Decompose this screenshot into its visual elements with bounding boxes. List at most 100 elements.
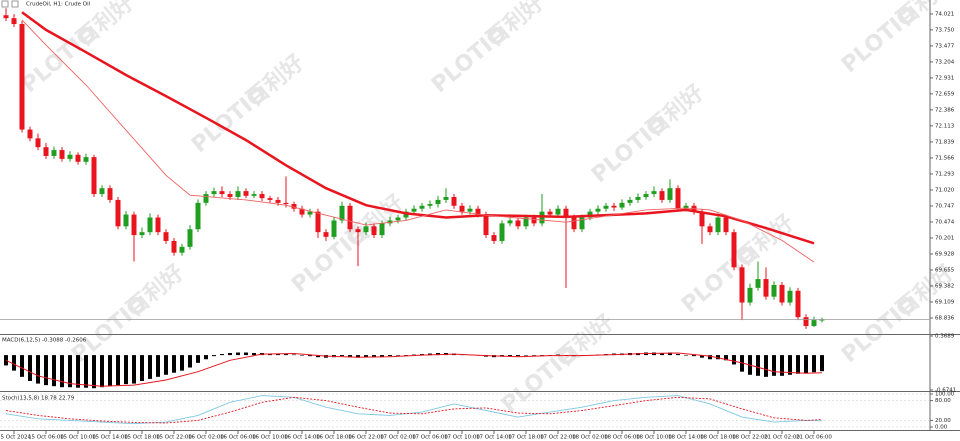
macd-bar xyxy=(44,355,48,386)
y-tick-label: 68.836 xyxy=(935,315,955,321)
candle-body xyxy=(19,24,25,130)
watermark-chinese: 百利好 xyxy=(732,209,799,271)
candle-body xyxy=(507,220,513,224)
candle-body xyxy=(179,246,185,253)
candle-body xyxy=(35,138,41,148)
macd-bar xyxy=(236,352,240,356)
y-tick-label: -0.6741 xyxy=(935,388,956,394)
macd-bar xyxy=(276,354,280,356)
candle-body xyxy=(275,199,281,203)
signal-line xyxy=(5,352,823,387)
candle-body xyxy=(819,319,825,321)
macd-bar xyxy=(188,355,192,368)
macd-bar xyxy=(84,355,88,388)
macd-bar xyxy=(292,354,296,356)
macd-bar xyxy=(660,353,664,356)
macd-bar xyxy=(396,355,400,356)
macd-bar xyxy=(820,355,824,372)
x-tick-label: 17 Oct 22:00 xyxy=(540,435,576,441)
candle-body xyxy=(163,232,169,241)
y-tick-label: 71.020 xyxy=(935,187,955,193)
x-tick-label: 17 Oct 06:00 xyxy=(412,435,448,441)
candle-body xyxy=(475,208,481,215)
macd-bar xyxy=(428,353,432,356)
watermark-chinese: 百利好 xyxy=(242,49,309,111)
candle-body xyxy=(83,157,89,162)
macd-bar xyxy=(76,355,80,388)
candle-body xyxy=(171,240,177,253)
macd-bar xyxy=(68,355,72,388)
candle-body xyxy=(147,217,153,233)
candle-body xyxy=(723,217,729,233)
y-tick-label: 72.931 xyxy=(935,75,954,81)
x-tick-label: 16 Oct 02:00 xyxy=(188,435,224,441)
y-tick-label: 80.00 xyxy=(935,398,951,404)
macd-bar xyxy=(788,355,792,375)
y-tick-label: 71.839 xyxy=(935,139,955,145)
y-tick-label: 72.659 xyxy=(935,91,955,97)
moving-average xyxy=(21,11,815,245)
candle-body xyxy=(595,208,601,212)
y-tick-label: 71.293 xyxy=(935,171,955,177)
candle-body xyxy=(459,205,465,212)
candle-body xyxy=(419,205,425,209)
candle-body xyxy=(491,235,497,241)
candle-body xyxy=(67,154,73,159)
macd-bar xyxy=(164,355,168,375)
macd-bar xyxy=(724,355,728,361)
x-tick-label: 16 Oct 14:00 xyxy=(284,435,320,441)
x-tick-label: 17 Oct 14:00 xyxy=(476,435,512,441)
x-tick-label: 16 Oct 22:00 xyxy=(348,435,384,441)
x-tick-label: 15 Oct 14:00 xyxy=(92,435,128,441)
candle-body xyxy=(547,211,553,215)
macd-bar xyxy=(340,355,344,357)
y-tick-label: 100.00 xyxy=(935,392,955,398)
x-tick-label: 16 Oct 10:00 xyxy=(252,435,288,441)
moving-average xyxy=(21,19,815,263)
candle-body xyxy=(651,191,657,195)
candle-body xyxy=(139,232,145,236)
candle-body xyxy=(579,217,585,230)
candle-body xyxy=(619,202,625,208)
candle-body xyxy=(331,220,337,237)
macd-bar xyxy=(436,353,440,356)
x-tick-label: 17 Oct 02:00 xyxy=(380,435,416,441)
y-tick-label: 0.3689 xyxy=(935,334,955,340)
macd-bar xyxy=(220,354,224,356)
x-tick-label: 18 Oct 02:00 xyxy=(572,435,608,441)
macd-bar xyxy=(804,355,808,374)
panel-title: CrudeOil, H1: Crude Oil xyxy=(26,2,91,8)
macd-bar xyxy=(212,355,216,357)
candle-body xyxy=(427,204,433,206)
macd-bar xyxy=(772,355,776,376)
candle-body xyxy=(43,147,49,156)
x-tick-label: 15 Oct 18:00 xyxy=(124,435,160,441)
y-tick-label: 72.386 xyxy=(935,107,955,113)
candle-body xyxy=(355,229,361,233)
macd-bar xyxy=(12,355,16,371)
candle-body xyxy=(323,232,329,237)
macd-bar xyxy=(404,355,408,356)
candle-body xyxy=(371,226,377,236)
macd-bar xyxy=(532,355,536,356)
x-tick-label: 17 Oct 10:00 xyxy=(444,435,480,441)
y-tick-label: 69.109 xyxy=(935,299,955,305)
macd-bar xyxy=(364,355,368,358)
candle-body xyxy=(435,199,441,205)
macd-bar xyxy=(156,355,160,377)
x-tick-label: 15 Oct 22:00 xyxy=(156,435,192,441)
candle-body xyxy=(451,196,457,206)
macd-bar xyxy=(356,355,360,358)
macd-bar xyxy=(28,355,32,381)
macd-bar xyxy=(92,355,96,389)
candle-body xyxy=(115,199,121,227)
candle-body xyxy=(315,211,321,233)
icon xyxy=(1,0,9,8)
candle-body xyxy=(251,194,257,196)
macd-bar xyxy=(244,352,248,356)
candle-body xyxy=(203,194,209,203)
candle-body xyxy=(363,226,369,233)
